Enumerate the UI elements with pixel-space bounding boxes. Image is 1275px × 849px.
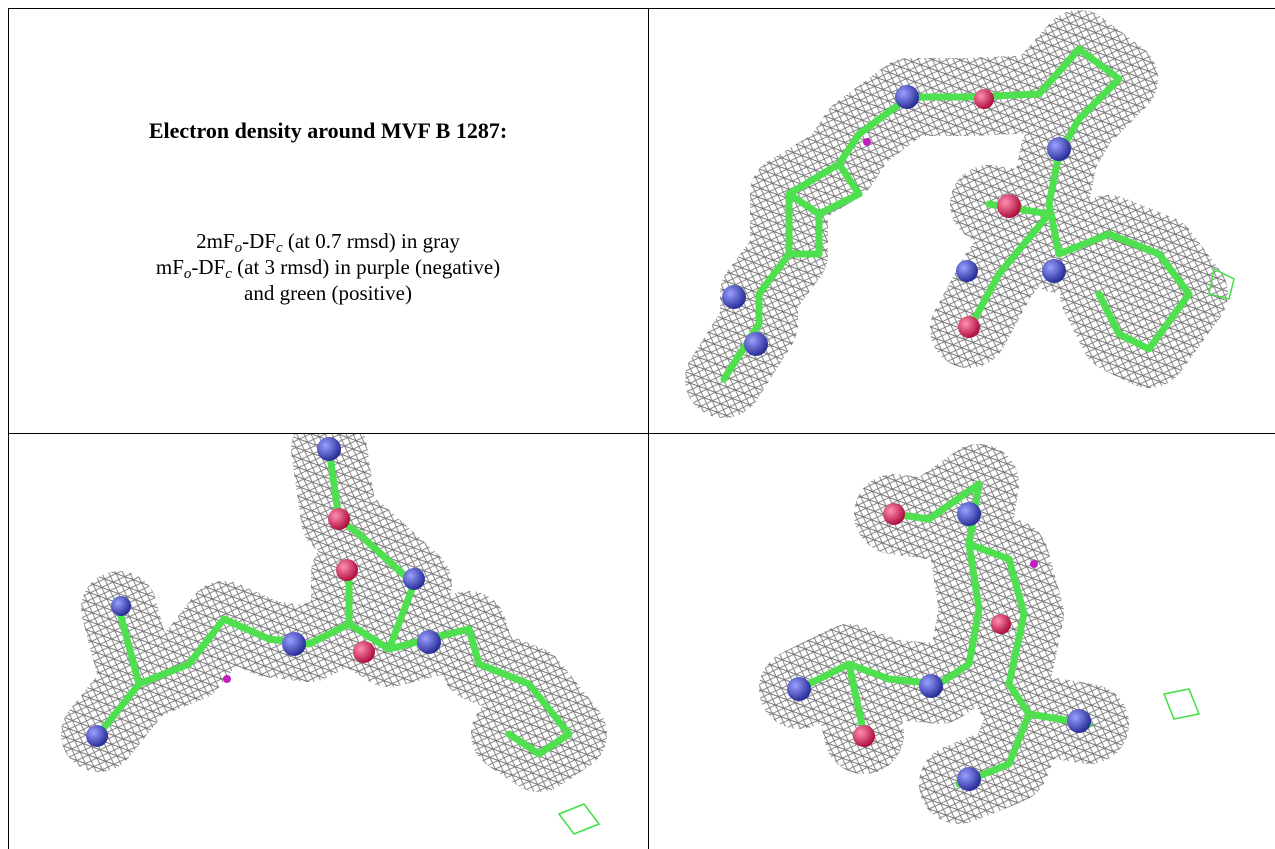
text: mF: [156, 255, 184, 279]
molecule-shape: [1164, 689, 1199, 719]
text: -DF: [191, 255, 225, 279]
molecule-shape: [991, 614, 1011, 634]
molecule-shape: [403, 568, 425, 590]
text: (at 3 rmsd) in purple (negative): [232, 255, 500, 279]
molecule-shape: [799, 484, 1089, 784]
density-view-1: [649, 9, 1275, 433]
molecule-shape: [336, 559, 358, 581]
molecule-shape: [223, 675, 231, 683]
molecule-shape: [744, 332, 768, 356]
molecule-shape: [956, 260, 978, 282]
density-view-3: [649, 434, 1275, 849]
molecule-shape: [353, 641, 375, 663]
caption-line: mFo-DFc (at 3 rmsd) in purple (negative): [8, 254, 648, 280]
caption-title: Electron density around MVF B 1287:: [8, 118, 648, 144]
molecule-shape: [1042, 259, 1066, 283]
molecule-shape: [883, 503, 905, 525]
molecule-shape: [997, 194, 1021, 218]
molecule-shape: [328, 508, 350, 530]
molecule-shape: [787, 677, 811, 701]
density-view-2: [9, 434, 648, 849]
molecule-shape: [853, 725, 875, 747]
caption-line: 2mFo-DFc (at 0.7 rmsd) in gray: [8, 228, 648, 254]
molecule-shape: [111, 596, 131, 616]
text: (at 0.7 rmsd) in gray: [283, 229, 460, 253]
molecule-shape: [417, 630, 441, 654]
molecule-shape: [957, 502, 981, 526]
molecule-shape: [317, 437, 341, 461]
molecule-shape: [863, 138, 871, 146]
subscript: c: [225, 266, 232, 282]
caption-line: and green (positive): [8, 280, 648, 306]
page: Electron density around MVF B 1287: 2mFo…: [0, 0, 1275, 849]
molecule-shape: [99, 449, 569, 754]
molecule-shape: [895, 85, 919, 109]
molecule-shape: [1067, 709, 1091, 733]
molecule-shape: [799, 484, 1089, 784]
text: and green (positive): [244, 281, 412, 305]
caption-text: 2mFo-DFc (at 0.7 rmsd) in gray mFo-DFc (…: [8, 228, 648, 306]
text: 2mF: [196, 229, 235, 253]
molecule-shape: [957, 767, 981, 791]
molecule-shape: [86, 725, 108, 747]
molecule-shape: [974, 89, 994, 109]
text: -DF: [242, 229, 276, 253]
molecule-shape: [919, 674, 943, 698]
molecule-shape: [722, 285, 746, 309]
molecule-shape: [559, 804, 599, 834]
molecule-shape: [1047, 137, 1071, 161]
molecule-shape: [958, 316, 980, 338]
molecule-shape: [282, 632, 306, 656]
molecule-shape: [1030, 560, 1038, 568]
molecule-shape: [724, 49, 1189, 379]
